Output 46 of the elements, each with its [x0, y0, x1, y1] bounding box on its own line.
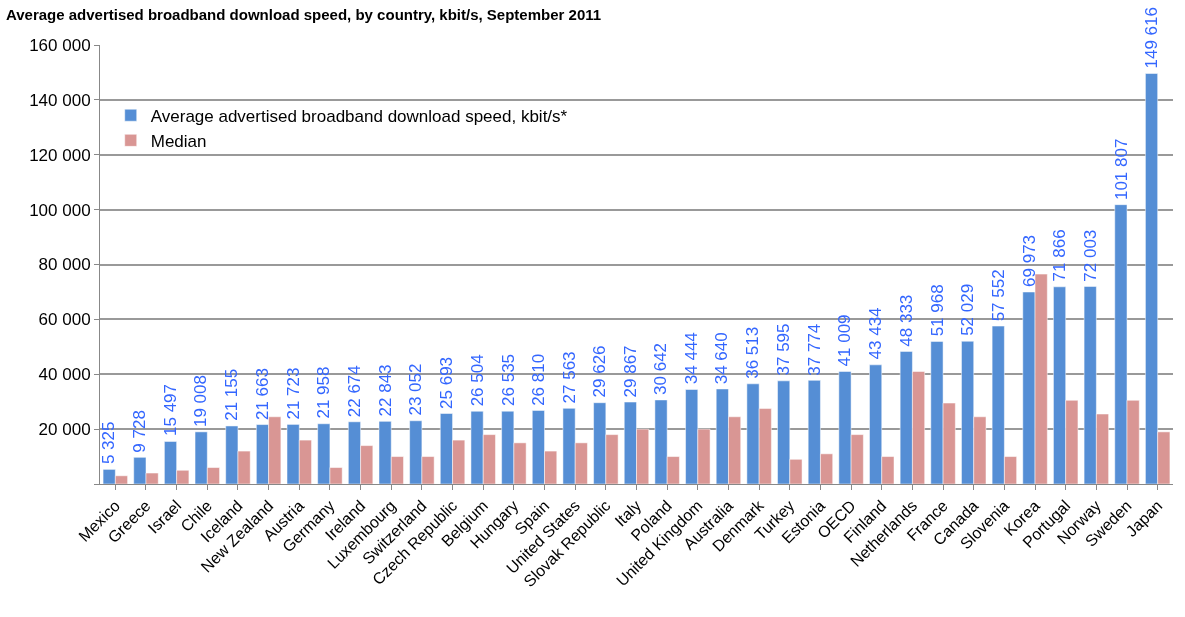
- y-tick-label: 80 000: [38, 255, 91, 275]
- data-label: 43 434: [865, 307, 885, 360]
- data-label: 69 973: [1019, 234, 1039, 287]
- data-label: 30 642: [651, 342, 671, 395]
- data-label: 21 155: [221, 368, 241, 421]
- data-label: 26 535: [498, 353, 518, 406]
- data-label: 15 497: [161, 383, 181, 436]
- y-tick-label: 140 000: [29, 90, 91, 110]
- data-label: 22 674: [344, 365, 364, 418]
- chart-title: Average advertised broadband download speed, by country, kbit/s, September 2011: [5, 5, 602, 23]
- data-label: 41 009: [835, 314, 855, 367]
- data-label: 101 807: [1111, 138, 1131, 201]
- data-label: 149 616: [1141, 7, 1161, 69]
- y-tick-label: 120 000: [29, 145, 91, 165]
- data-label: 34 640: [712, 332, 732, 385]
- data-label: 25 693: [436, 356, 456, 409]
- data-label: 27 563: [559, 351, 579, 404]
- data-label: 51 968: [927, 284, 947, 337]
- data-label: 21 958: [314, 366, 334, 419]
- data-label: 48 333: [896, 294, 916, 347]
- data-label: 26 810: [528, 353, 548, 406]
- legend-label: Median: [150, 131, 207, 151]
- y-tick-label: 160 000: [29, 35, 91, 55]
- data-label: 29 867: [621, 345, 641, 398]
- data-label: 9 728: [130, 410, 150, 453]
- data-label: 22 843: [375, 364, 395, 417]
- data-label: 71 866: [1049, 229, 1069, 282]
- data-label: 21 723: [283, 367, 303, 420]
- data-label: 57 552: [989, 269, 1009, 322]
- data-label: 34 444: [682, 332, 702, 385]
- data-label: 26 504: [467, 354, 487, 407]
- data-label: 23 052: [406, 363, 426, 416]
- data-label: 5 325: [99, 421, 119, 465]
- data-label: 29 626: [590, 345, 609, 398]
- y-tick-label: 60 000: [38, 310, 91, 330]
- data-label: 36 513: [743, 326, 763, 379]
- y-tick-label: 40 000: [38, 365, 91, 385]
- data-label: 52 029: [958, 283, 978, 336]
- data-label: 72 003: [1080, 229, 1100, 282]
- y-tick-label: 20 000: [38, 420, 91, 440]
- data-label: 37 774: [804, 323, 824, 376]
- legend-label: Average advertised broadband download speed, kbit/s*: [150, 106, 568, 126]
- y-tick-label: 100 000: [29, 200, 91, 220]
- data-label: 37 595: [773, 323, 793, 376]
- data-label: 21 663: [252, 368, 272, 421]
- data-label: 19 008: [191, 375, 211, 428]
